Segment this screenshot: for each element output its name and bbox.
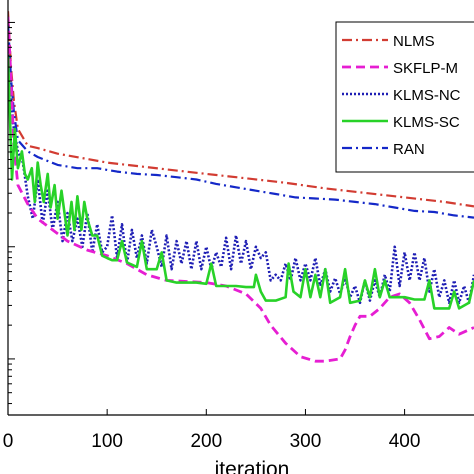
legend-box [335,21,474,173]
legend-label-nlms: NLMS [393,33,435,50]
series-line-ran [8,22,474,219]
y-ticks [8,21,15,405]
x-tick-label: 200 [190,431,222,452]
legend: NLMS SKFLP-M KLMS-NC KLMS-SC RAN [335,21,474,173]
series-line-skflp-m [8,16,474,363]
legend-entries: NLMS SKFLP-M KLMS-NC KLMS-SC RAN [342,33,461,158]
legend-label-klms-sc: KLMS-SC [393,114,460,131]
legend-label-ran: RAN [393,141,425,158]
x-tick-label: 100 [91,431,123,452]
series-line-klms-nc [8,50,474,305]
series-line-nlms [8,11,474,208]
series-layer [8,11,474,363]
x-tick-label: 400 [389,431,421,452]
x-tick-label: 0 [3,431,14,452]
legend-label-klms-nc: KLMS-NC [393,87,461,104]
x-axis-title: iteration [215,458,290,474]
series-line-klms-sc [8,56,474,310]
legend-label-skflp-m: SKFLP-M [393,60,458,77]
x-tick-label: 300 [290,431,322,452]
x-ticks: 0 100 200 300 400 [3,409,421,452]
